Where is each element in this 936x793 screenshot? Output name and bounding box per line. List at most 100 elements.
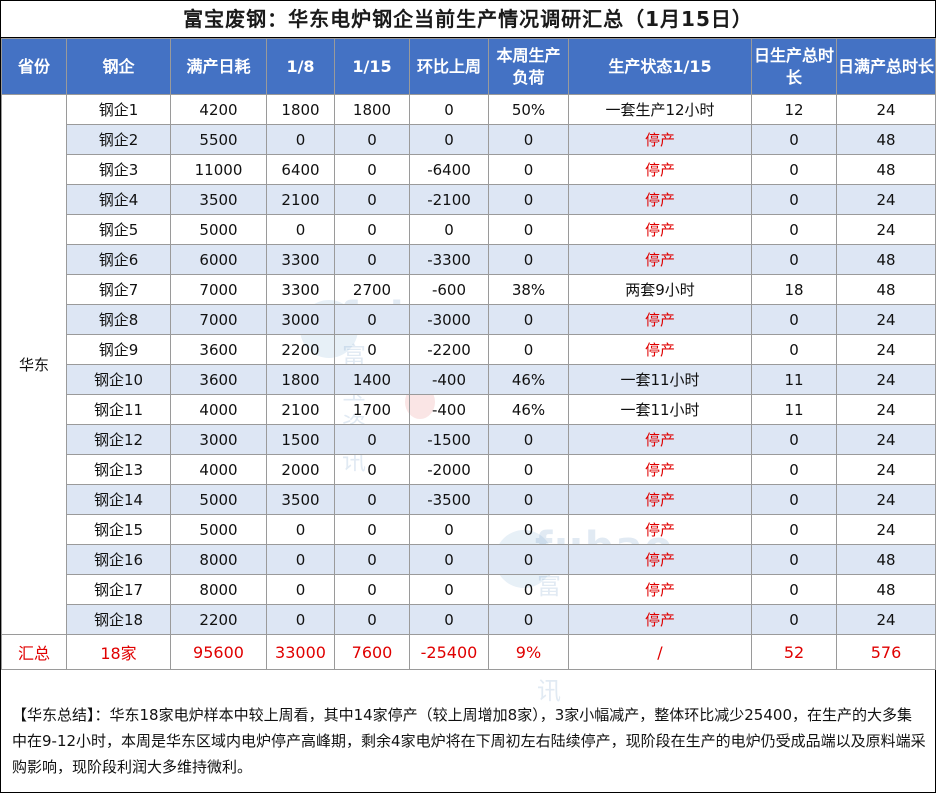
cell-hours: 18 [751, 274, 837, 305]
cell-status: 两套9小时 [568, 274, 752, 305]
table-row: 钢企7 7000 3300 2700 -600 38% 两套9小时 18 48 [2, 274, 936, 305]
table-body: 华东 钢企1 4200 1800 1800 0 50% 一套生产12小时 12 24 钢企2 5500… [1, 94, 936, 670]
cell-full-hours: 24 [836, 214, 936, 245]
cell-company: 钢企16 [66, 544, 171, 575]
total-row: 汇总 18家 95600 33000 7600 -25400 9%/52 576 [1, 634, 936, 670]
cell-full-hours: 24 [836, 604, 936, 635]
cell-company: 钢企12 [66, 424, 171, 455]
column-header: 省份 [1, 38, 67, 95]
cell-full: 6000 [170, 244, 267, 275]
cell-hours: 0 [751, 244, 837, 275]
cell-d115: 0 [334, 334, 410, 365]
cell-d18: 0 [266, 124, 335, 155]
cell-full-hours: 48 [836, 244, 936, 275]
cell-company: 钢企18 [66, 604, 171, 635]
column-header: 生产状态1/15 [568, 38, 752, 95]
cell-d18: 0 [266, 514, 335, 545]
cell-company: 钢企1 [66, 94, 171, 125]
cell-load: 0 [488, 544, 569, 575]
cell-status: 停产 [568, 214, 752, 245]
cell-load: 0 [488, 214, 569, 245]
table-row: 钢企5 5000 0 0 0 0 停产 0 24 [2, 214, 936, 245]
column-header: 日满产总时长 [836, 38, 936, 95]
cell-load: 0 [488, 514, 569, 545]
cell-load: 46% [488, 364, 569, 395]
table-row: 钢企9 3600 2200 0 -2200 0 停产 0 24 [2, 334, 936, 365]
summary-text: 【华东总结】：华东18家电炉样本中较上周看，其中14家停产（较上周增加8家），3… [12, 706, 926, 776]
cell-status: 停产 [568, 184, 752, 215]
cell-d18: 2200 [266, 334, 335, 365]
cell-change: -6400 [409, 154, 489, 185]
cell-hours: 0 [751, 214, 837, 245]
cell-change: -2100 [409, 184, 489, 215]
cell-status: 停产 [568, 124, 752, 155]
cell-d18: 0 [266, 544, 335, 575]
cell-change: -400 [409, 364, 489, 395]
cell-full: 4000 [170, 454, 267, 485]
column-header: 满产日耗 [170, 38, 267, 95]
cell-status: 停产 [568, 514, 752, 545]
column-header: 环比上周 [409, 38, 489, 95]
total-d115: 7600 [334, 634, 410, 670]
cell-load: 0 [488, 154, 569, 185]
cell-d18: 2100 [266, 394, 335, 425]
cell-change: -2000 [409, 454, 489, 485]
cell-full-hours: 24 [836, 514, 936, 545]
cell-d18: 0 [266, 604, 335, 635]
cell-d18: 3500 [266, 484, 335, 515]
cell-load: 0 [488, 604, 569, 635]
total-full: 95600 [170, 634, 267, 670]
cell-load: 0 [488, 424, 569, 455]
cell-status: 停产 [568, 454, 752, 485]
cell-company: 钢企5 [66, 214, 171, 245]
cell-status: 一套11小时 [568, 394, 752, 425]
cell-company: 钢企6 [66, 244, 171, 275]
table-row: 钢企11 4000 2100 1700 -400 46% 一套11小时 11 24 [2, 394, 936, 425]
cell-d115: 0 [334, 454, 410, 485]
cell-hours: 0 [751, 484, 837, 515]
province-cell: 华东 [1, 94, 67, 635]
cell-hours: 11 [751, 364, 837, 395]
table-row: 钢企8 7000 3000 0 -3000 0 停产 0 24 [2, 304, 936, 335]
cell-load: 0 [488, 124, 569, 155]
cell-d18: 0 [266, 574, 335, 605]
table-header: 省份 钢企 满产日耗 1/8 1/15 环比上周 本周生产负荷 生产状态1/15 日生产总时长日… [1, 38, 936, 95]
table-row: 钢企15 5000 0 0 0 0 停产 0 24 [2, 514, 936, 545]
total-change: -25400 [409, 634, 489, 670]
cell-hours: 0 [751, 334, 837, 365]
table-row: 华东 钢企1 4200 1800 1800 0 50% 一套生产12小时 12 24 [1, 94, 936, 635]
total-hours: 52 [751, 634, 837, 670]
cell-d115: 0 [334, 184, 410, 215]
total-d18: 33000 [266, 634, 335, 670]
column-header: 本周生产负荷 [488, 38, 569, 95]
cell-hours: 0 [751, 604, 837, 635]
cell-change: -400 [409, 394, 489, 425]
cell-load: 0 [488, 184, 569, 215]
cell-change: 0 [409, 574, 489, 605]
production-table: 省份 钢企 满产日耗 1/8 1/15 环比上周 本周生产负荷 生产状态1/15 日生产总时长日… [1, 38, 936, 670]
cell-d18: 3000 [266, 304, 335, 335]
cell-company: 钢企9 [66, 334, 171, 365]
cell-d115: 0 [334, 304, 410, 335]
total-load: 9% [488, 634, 569, 670]
cell-hours: 0 [751, 424, 837, 455]
cell-load: 38% [488, 274, 569, 305]
cell-status: 停产 [568, 484, 752, 515]
cell-hours: 0 [751, 124, 837, 155]
cell-full-hours: 24 [836, 484, 936, 515]
cell-full: 5000 [170, 214, 267, 245]
total-status: / [568, 634, 752, 670]
cell-change: 0 [409, 604, 489, 635]
cell-full: 4000 [170, 394, 267, 425]
cell-hours: 0 [751, 454, 837, 485]
table-row: 钢企12 3000 1500 0 -1500 0 停产 0 24 [2, 424, 936, 455]
cell-load: 0 [488, 454, 569, 485]
cell-company: 钢企2 [66, 124, 171, 155]
cell-company: 钢企3 [66, 154, 171, 185]
cell-full-hours: 24 [836, 394, 936, 425]
total-full-hours: 576 [836, 634, 936, 670]
cell-full: 8000 [170, 574, 267, 605]
cell-load: 0 [488, 334, 569, 365]
cell-change: -3500 [409, 484, 489, 515]
cell-d115: 1700 [334, 394, 410, 425]
